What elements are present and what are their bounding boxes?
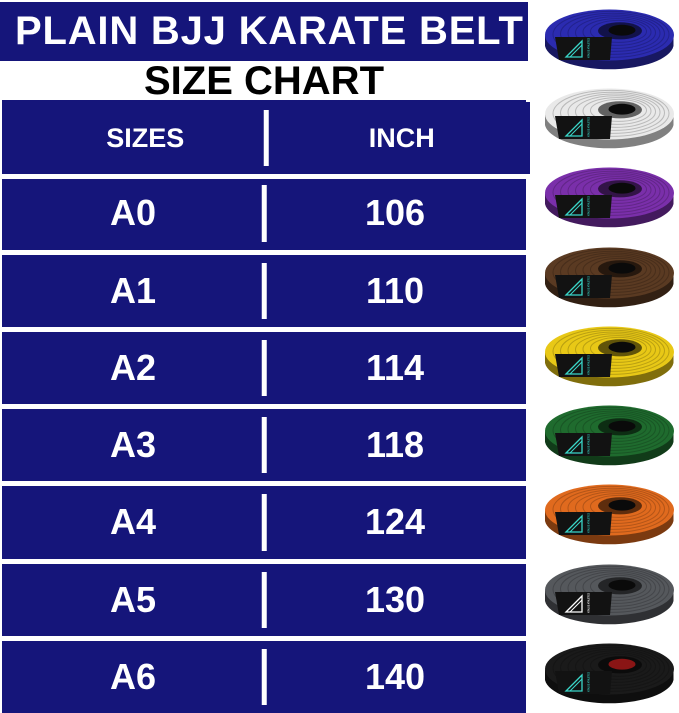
svg-text:ATHLOS ATHLETICS: ATHLOS ATHLETICS: [588, 38, 591, 58]
svg-text:ATHLOS ATHLETICS: ATHLOS ATHLETICS: [588, 592, 591, 612]
svg-text:ATHLOS ATHLETICS: ATHLOS ATHLETICS: [588, 513, 591, 533]
svg-text:ATHLOS ATHLETICS: ATHLOS ATHLETICS: [588, 355, 591, 375]
svg-text:ATHLOS ATHLETICS: ATHLOS ATHLETICS: [588, 671, 591, 691]
svg-text:ATHLOS ATHLETICS: ATHLOS ATHLETICS: [588, 196, 591, 216]
svg-text:ATHLOS ATHLETICS: ATHLOS ATHLETICS: [588, 275, 591, 295]
svg-text:ATHLOS ATHLETICS: ATHLOS ATHLETICS: [588, 434, 591, 454]
svg-text:ATHLOS ATHLETICS: ATHLOS ATHLETICS: [588, 117, 591, 137]
